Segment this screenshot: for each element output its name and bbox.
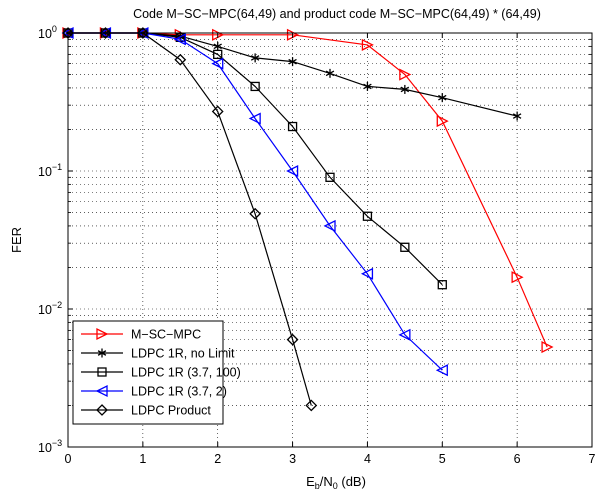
x-tick-label: 7 — [589, 452, 596, 466]
data-point — [250, 81, 260, 92]
y-axis-label: FER — [9, 227, 24, 253]
x-tick-label: 0 — [65, 452, 72, 466]
data-point — [174, 53, 187, 66]
data-point — [286, 164, 299, 178]
y-tick-label: 10−2 — [38, 300, 62, 317]
data-point — [211, 57, 224, 70]
data-point — [286, 333, 299, 346]
x-tick-label: 4 — [364, 452, 371, 466]
data-point — [435, 364, 448, 377]
data-point — [323, 219, 336, 232]
legend-item: LDPC Product — [81, 404, 211, 418]
legend-label: M−SC−MPC — [131, 328, 201, 342]
data-point — [398, 328, 411, 341]
chart-title: Code M−SC−MPC(64,49) and product code M−… — [133, 7, 541, 21]
series-3 — [63, 28, 447, 290]
data-point — [511, 271, 524, 284]
data-point — [97, 348, 107, 358]
data-point — [96, 327, 109, 341]
data-point — [213, 41, 222, 51]
y-tick-label: 10−3 — [38, 438, 62, 455]
x-tick-label: 3 — [289, 452, 296, 466]
data-point — [438, 93, 447, 103]
legend-label: LDPC 1R, no Limit — [131, 347, 235, 361]
y-tick-label: 100 — [38, 24, 57, 41]
series-line — [68, 32, 443, 286]
y-tick-label: 10−1 — [38, 162, 62, 179]
data-point — [400, 242, 410, 252]
x-tick-label: 6 — [514, 452, 521, 466]
grid — [68, 33, 592, 447]
legend-item: LDPC 1R (3.7, 2) — [81, 385, 227, 399]
data-point — [361, 38, 374, 51]
x-axis-label: Eb/N0 (dB) — [306, 474, 366, 491]
data-point — [437, 280, 447, 290]
x-tick-label: 5 — [439, 452, 446, 466]
data-point — [363, 81, 372, 91]
data-point — [248, 112, 261, 125]
x-tick-label: 1 — [139, 452, 146, 466]
legend-item: LDPC 1R (3.7, 100) — [81, 366, 241, 380]
data-point — [97, 367, 107, 377]
data-point — [287, 121, 298, 132]
data-point — [325, 172, 335, 182]
series-1 — [62, 26, 554, 354]
data-point — [99, 27, 112, 39]
data-point — [173, 33, 186, 46]
legend-item: M−SC−MPC — [81, 328, 201, 342]
data-point — [95, 384, 108, 398]
axis-ticks: 0 1 2 3 4 5 6 7 100 10−1 10−2 10−3 — [38, 24, 596, 466]
data-point — [512, 111, 522, 121]
plot-frame — [67, 32, 593, 448]
data-point — [436, 115, 449, 128]
data-point — [399, 68, 412, 81]
data-point — [288, 57, 297, 67]
legend-label: LDPC 1R (3.7, 100) — [131, 366, 241, 380]
series-line — [68, 32, 548, 348]
data-point — [96, 404, 108, 416]
data-point — [250, 53, 260, 63]
data-point — [360, 267, 374, 280]
data-point — [305, 399, 318, 412]
data-point — [249, 207, 262, 220]
data-point — [211, 105, 224, 118]
legend: M−SC−MPC LDPC 1R, no Limit LDPC 1R (3.7, 1… — [72, 320, 241, 425]
legend-item: LDPC 1R, no Limit — [81, 347, 235, 361]
legend-label: LDPC Product — [131, 404, 211, 418]
legend-label: LDPC 1R (3.7, 2) — [131, 385, 227, 399]
data-point — [362, 211, 373, 221]
data-point — [400, 84, 410, 94]
x-tick-label: 2 — [214, 452, 221, 466]
data-point — [325, 68, 335, 78]
data-point — [541, 340, 554, 354]
data-point — [213, 49, 223, 60]
